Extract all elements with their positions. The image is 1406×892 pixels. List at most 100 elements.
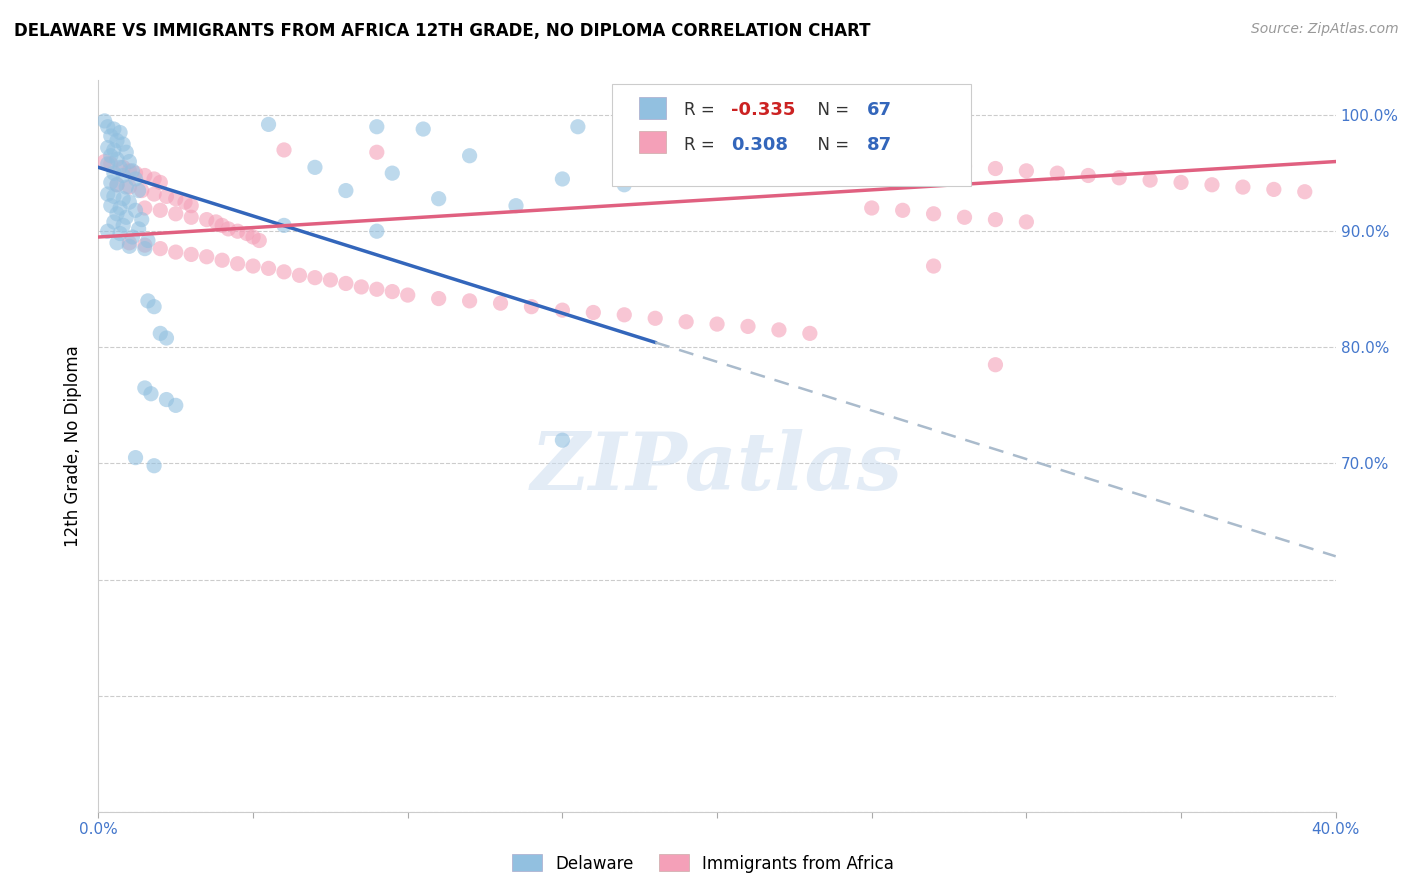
Point <box>350 280 373 294</box>
Point <box>706 153 728 167</box>
Point <box>121 230 143 244</box>
Point <box>1139 173 1161 187</box>
Legend: Delaware, Immigrants from Africa: Delaware, Immigrants from Africa <box>505 847 901 880</box>
Point <box>180 247 202 261</box>
Point <box>195 250 218 264</box>
Point <box>273 219 295 233</box>
Point <box>180 199 202 213</box>
Point <box>165 192 187 206</box>
Point <box>273 143 295 157</box>
Point <box>165 245 187 260</box>
Bar <box>640 96 666 119</box>
Point <box>1170 176 1192 190</box>
Point <box>304 270 326 285</box>
Point <box>115 145 138 160</box>
Point <box>706 317 728 331</box>
Point <box>1263 182 1285 196</box>
Point <box>1201 178 1223 192</box>
Point <box>489 296 512 310</box>
Text: DELAWARE VS IMMIGRANTS FROM AFRICA 12TH GRADE, NO DIPLOMA CORRELATION CHART: DELAWARE VS IMMIGRANTS FROM AFRICA 12TH … <box>14 22 870 40</box>
Point <box>247 234 270 248</box>
Point <box>205 215 228 229</box>
FancyBboxPatch shape <box>612 84 970 186</box>
Point <box>427 192 450 206</box>
Point <box>124 203 146 218</box>
Point <box>984 358 1007 372</box>
Point <box>97 224 120 238</box>
Point <box>1046 166 1069 180</box>
Point <box>115 180 138 194</box>
Point <box>520 300 543 314</box>
Point <box>124 450 146 465</box>
Point <box>180 211 202 225</box>
Point <box>118 164 141 178</box>
Point <box>131 212 153 227</box>
Point <box>174 195 197 210</box>
Point <box>149 203 172 218</box>
Point <box>100 149 122 163</box>
Point <box>381 166 404 180</box>
Point <box>108 201 131 215</box>
Point <box>103 143 125 157</box>
Point <box>136 234 159 248</box>
Point <box>366 224 388 238</box>
Text: -0.335: -0.335 <box>731 101 794 119</box>
Point <box>505 199 527 213</box>
Point <box>242 259 264 273</box>
Point <box>381 285 404 299</box>
Point <box>1077 169 1099 183</box>
Point <box>100 157 122 171</box>
Point <box>105 153 128 167</box>
Point <box>128 184 150 198</box>
Point <box>155 331 177 345</box>
Point <box>582 305 605 319</box>
Point <box>103 215 125 229</box>
Point <box>118 235 141 250</box>
Point <box>335 184 357 198</box>
Point <box>155 189 177 203</box>
Point <box>1108 170 1130 185</box>
Point <box>1015 164 1038 178</box>
Point <box>335 277 357 291</box>
Point <box>613 308 636 322</box>
Point <box>112 219 135 233</box>
Point <box>211 219 233 233</box>
Point <box>149 326 172 341</box>
Bar <box>640 131 666 153</box>
Point <box>97 187 120 202</box>
Point <box>613 149 636 163</box>
Point <box>288 268 311 283</box>
Point <box>143 300 166 314</box>
Point <box>134 381 156 395</box>
Point <box>139 386 162 401</box>
Point <box>112 137 135 152</box>
Point <box>143 187 166 202</box>
Point <box>242 230 264 244</box>
Text: N =: N = <box>807 101 855 119</box>
Point <box>134 242 156 256</box>
Point <box>100 128 122 143</box>
Point <box>118 195 141 210</box>
Point <box>112 192 135 206</box>
Point <box>427 292 450 306</box>
Point <box>134 201 156 215</box>
Point <box>458 293 481 308</box>
Point <box>103 122 125 136</box>
Point <box>105 134 128 148</box>
Point <box>124 172 146 186</box>
Point <box>165 207 187 221</box>
Point <box>1294 185 1316 199</box>
Point <box>97 120 120 134</box>
Point <box>257 261 280 276</box>
Point <box>567 120 589 134</box>
Text: ZIPatlas: ZIPatlas <box>531 429 903 507</box>
Point <box>1232 180 1254 194</box>
Point <box>891 203 914 218</box>
Point <box>226 257 249 271</box>
Point <box>134 169 156 183</box>
Point <box>613 178 636 192</box>
Point <box>103 189 125 203</box>
Point <box>922 157 945 171</box>
Point <box>155 392 177 407</box>
Point <box>136 293 159 308</box>
